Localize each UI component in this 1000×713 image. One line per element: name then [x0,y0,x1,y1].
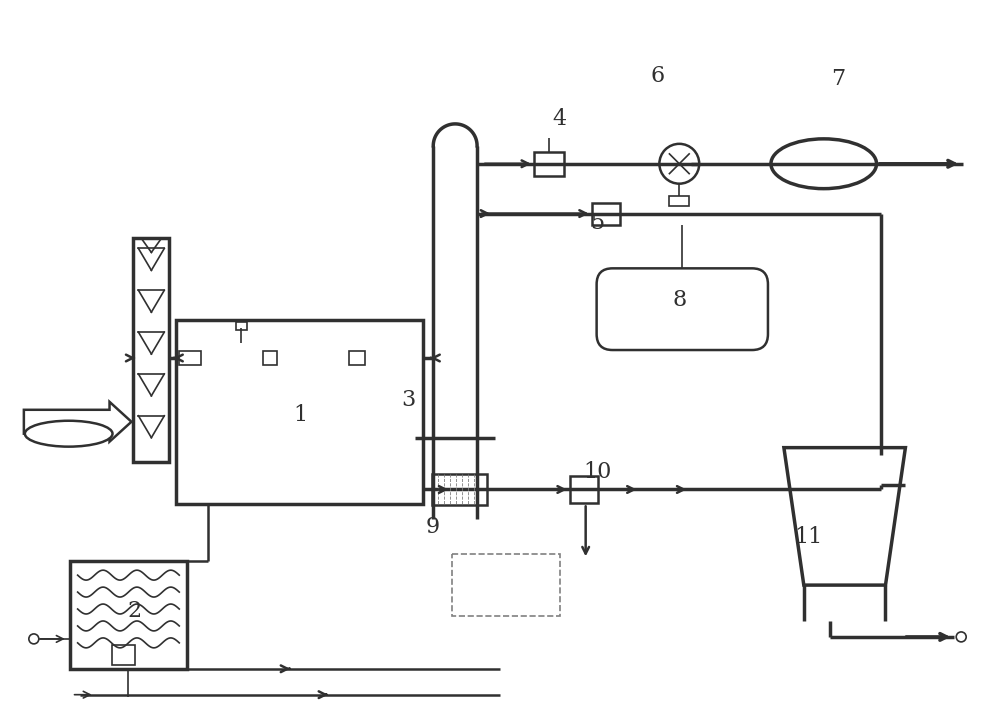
Circle shape [659,144,699,184]
Bar [534,152,564,175]
Bar [592,202,620,225]
Text: 7: 7 [832,68,846,90]
Bar [669,195,689,205]
Text: 9: 9 [425,516,439,538]
FancyBboxPatch shape [597,268,768,350]
Bar [133,238,169,461]
Text: 1: 1 [294,404,308,426]
Text: 6: 6 [650,65,664,87]
Text: 5: 5 [591,212,605,234]
Bar [263,351,277,365]
Circle shape [29,634,39,644]
Bar [432,473,487,506]
Ellipse shape [25,421,113,446]
Bar [112,645,135,665]
Text: 8: 8 [672,289,686,311]
Bar [349,351,365,365]
Bar [570,476,598,503]
Bar [179,351,201,365]
Bar [452,554,560,616]
Bar [176,320,423,504]
Text: 10: 10 [583,461,612,483]
Polygon shape [24,402,131,441]
Text: 11: 11 [795,526,823,548]
Ellipse shape [771,139,877,189]
Text: 2: 2 [127,600,141,622]
Bar [236,322,247,330]
Circle shape [956,632,966,642]
Text: 4: 4 [553,108,567,130]
Polygon shape [784,448,905,585]
Bar [70,561,187,669]
Text: 3: 3 [401,389,415,411]
